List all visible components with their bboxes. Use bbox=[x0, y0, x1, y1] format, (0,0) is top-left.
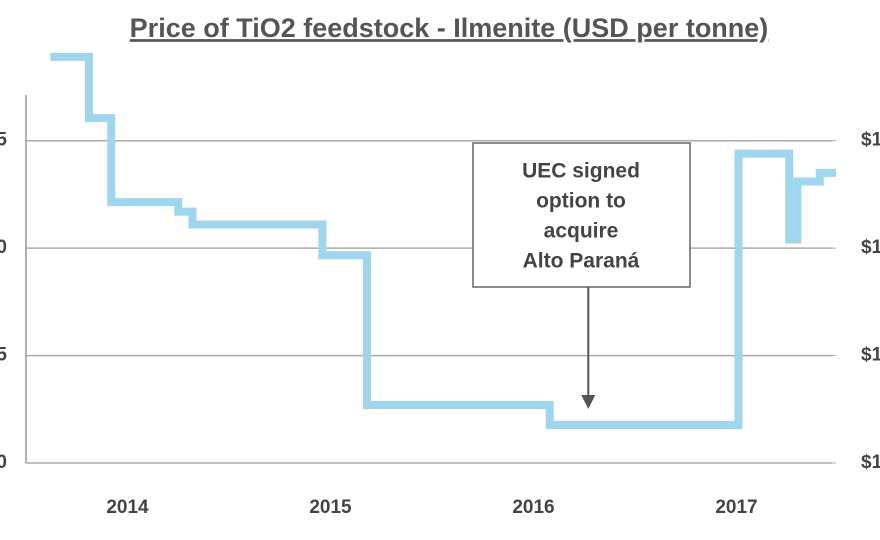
price-line bbox=[50, 52, 836, 429]
x-tick-label: 2014 bbox=[106, 497, 149, 518]
y2-tick-label: $1 bbox=[861, 130, 880, 151]
y-tick-label: 0 bbox=[0, 237, 7, 258]
annotation-text: UEC signed bbox=[522, 160, 640, 183]
annotation-text: acquire bbox=[544, 220, 619, 243]
y2-tick-label: $1 bbox=[861, 452, 880, 473]
annotation-text: Alto Paraná bbox=[523, 250, 640, 273]
chart-title: Price of TiO2 feedstock - Ilmenite (USD … bbox=[130, 13, 769, 43]
arrow-head bbox=[581, 394, 596, 409]
y-tick-label: 5 bbox=[0, 130, 7, 151]
y-tick-label: 5 bbox=[0, 345, 7, 366]
y-tick-label: 0 bbox=[0, 452, 7, 473]
annotation-text: option to bbox=[536, 190, 626, 213]
x-tick-label: 2015 bbox=[309, 497, 352, 518]
x-tick-label: 2017 bbox=[715, 497, 757, 518]
y2-tick-label: $1 bbox=[861, 237, 880, 258]
x-tick-label: 2016 bbox=[512, 497, 554, 518]
annotation-box bbox=[472, 142, 691, 288]
y2-tick-label: $1 bbox=[861, 345, 880, 366]
